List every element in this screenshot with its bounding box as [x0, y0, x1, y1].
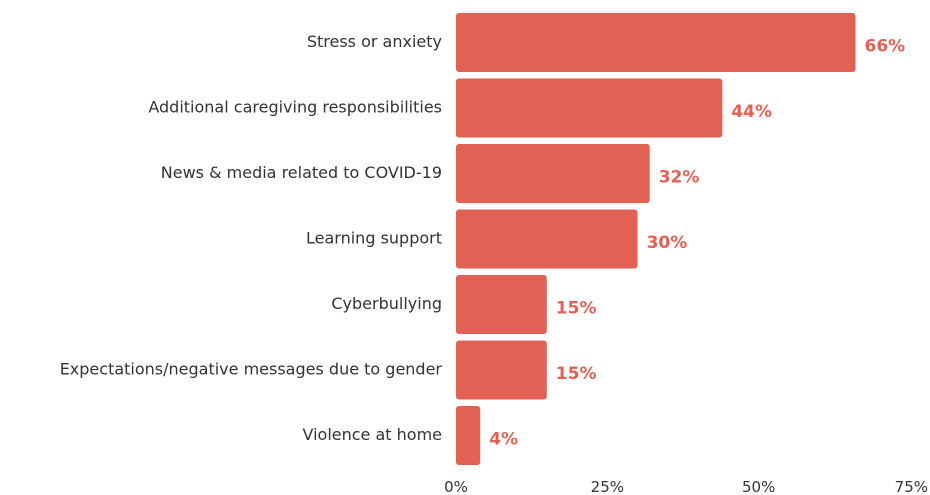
value-label: 32% [659, 168, 700, 188]
value-label: 4% [489, 430, 518, 450]
bar [456, 340, 547, 400]
bar [456, 13, 856, 72]
value-label: 44% [731, 102, 772, 122]
category-label: Learning support [306, 229, 442, 248]
value-label: 66% [865, 37, 906, 57]
value-label: 30% [647, 233, 688, 253]
bar [456, 78, 723, 138]
x-tick-label: 50% [742, 478, 775, 495]
bars [456, 13, 856, 465]
x-tick-label: 0% [444, 478, 468, 495]
category-label: Additional caregiving responsibilities [148, 98, 442, 117]
value-label: 15% [556, 364, 597, 384]
bar [456, 209, 638, 269]
x-tick-label: 25% [591, 478, 624, 495]
x-axis-ticks: 0% 25% 50% 75% [444, 478, 928, 495]
category-label: Expectations/negative messages due to ge… [60, 360, 443, 379]
bar [456, 144, 650, 203]
value-label: 15% [556, 299, 597, 319]
category-label: Cyberbullying [331, 294, 442, 313]
bar [456, 406, 481, 465]
category-label: Violence at home [302, 425, 442, 444]
bar [456, 275, 547, 334]
category-label: News & media related to COVID-19 [161, 163, 442, 182]
category-labels: Stress or anxiety Additional caregiving r… [60, 32, 443, 444]
x-tick-label: 75% [895, 478, 928, 495]
value-labels: 66% 44% 32% 30% 15% 15% 4% [489, 37, 905, 450]
category-label: Stress or anxiety [307, 32, 442, 51]
